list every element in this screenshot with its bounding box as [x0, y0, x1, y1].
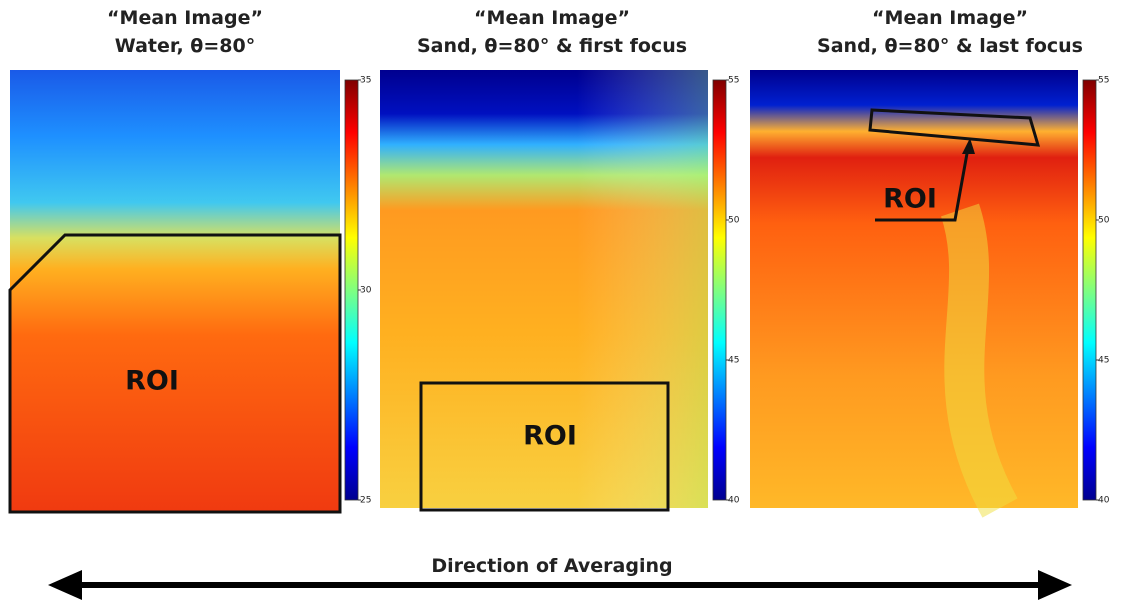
roi-label: ROI: [883, 184, 937, 215]
heatmap-overlay: [380, 70, 708, 508]
colorbar: [344, 79, 359, 501]
roi-label: ROI: [523, 421, 577, 452]
colorbar-tick-label: 40: [1098, 496, 1110, 506]
colorbar-tick-label: 30: [360, 286, 372, 296]
roi-box: [8, 233, 342, 514]
roi-arrow: [875, 147, 970, 222]
colorbar-tick-label: 40: [728, 496, 740, 506]
colorbar-tick-label: 50: [728, 216, 740, 226]
panel-subtitle: Water, θ=80°: [115, 35, 255, 57]
colorbar-tick-label: 35: [360, 76, 371, 86]
panel-title: “Mean Image”: [872, 7, 1028, 29]
roi-box: [868, 108, 1041, 147]
colorbar-tick-label: 50: [1098, 216, 1110, 226]
panel-subtitle: Sand, θ=80° & last focus: [817, 35, 1083, 57]
roi-box: [419, 381, 670, 512]
panel-title: “Mean Image”: [107, 7, 263, 29]
colorbar-tick-label: 55: [728, 76, 739, 86]
colorbar: [712, 79, 727, 501]
heatmap-image: [750, 70, 1078, 508]
heatmap-streak: [940, 203, 1018, 518]
colorbar-tick-label: 45: [1098, 356, 1109, 366]
arrow-head: [1038, 570, 1072, 600]
roi-label: ROI: [125, 366, 179, 397]
panel-subtitle: Sand, θ=80° & first focus: [417, 35, 687, 57]
heatmap-image: [10, 70, 340, 512]
arrow-head: [962, 138, 975, 154]
colorbar-tick-label: 45: [728, 356, 739, 366]
panel-title: “Mean Image”: [474, 7, 630, 29]
colorbar-tick-label: 25: [360, 496, 371, 506]
arrow-head: [48, 570, 82, 600]
caption: Direction of Averaging: [431, 555, 672, 577]
colorbar: [1082, 79, 1097, 501]
colorbar-tick-label: 55: [1098, 76, 1109, 86]
